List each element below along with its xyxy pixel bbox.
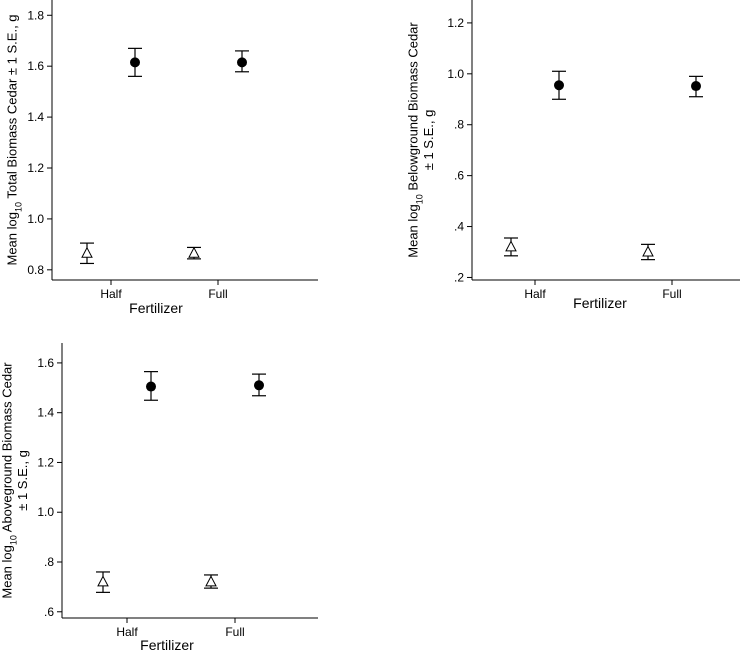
data-point-triangle xyxy=(97,575,109,587)
y-tick-label: 1.0 xyxy=(27,212,44,226)
y-axis-title: Mean log10 Belowground Biomass Cedar± 1 … xyxy=(405,22,436,258)
chart-panel-1: 0.8 1.0 1.2 1.4 1.6 1.8 Half Full Fertilizer Mean… xyxy=(5,0,318,316)
x-tick-label: Half xyxy=(116,625,138,639)
y-tick-label: 1.2 xyxy=(27,161,44,175)
data-point-triangle xyxy=(81,246,93,258)
x-tick-label: Half xyxy=(100,287,122,301)
x-tick-label: Full xyxy=(662,287,681,301)
x-tick-label: Half xyxy=(524,287,546,301)
data-point-circle xyxy=(130,57,140,68)
data-point-triangle xyxy=(642,245,654,257)
y-tick-label: 1.2 xyxy=(37,455,54,469)
y-tick-label: 1.6 xyxy=(37,356,54,370)
y-axis-title: Mean log10 Aboveground Biomass Cedar± 1 … xyxy=(0,362,30,599)
y-tick-label: 1.0 xyxy=(447,67,464,81)
y-tick-label: 1.2 xyxy=(447,16,464,30)
data-point-circle xyxy=(554,80,564,91)
data-point-triangle xyxy=(188,246,200,258)
chart-panel-2: .2 .4 .6 .8 1.0 1.2 Half Full Fertilizer Mean log… xyxy=(405,0,740,311)
data-point-circle xyxy=(691,81,701,92)
y-tick-label: .2 xyxy=(454,270,464,284)
y-tick-label: 1.8 xyxy=(27,8,44,22)
chart-panel-3: .6 .8 1.0 1.2 1.4 1.6 Half Full Fertilizer Mean l… xyxy=(0,343,318,652)
y-tick-label: .4 xyxy=(454,220,464,234)
x-axis-title: Fertilizer xyxy=(573,295,627,311)
y-tick-label: .6 xyxy=(44,605,54,619)
x-axis-title: Fertilizer xyxy=(129,300,183,316)
data-point-circle xyxy=(237,57,247,68)
x-tick-label: Full xyxy=(208,287,227,301)
y-tick-label: 1.6 xyxy=(27,59,44,73)
x-axis-title: Fertilizer xyxy=(140,637,194,652)
y-tick-label: .8 xyxy=(44,555,54,569)
data-point-circle xyxy=(254,380,264,391)
y-axis-title: Mean log10 Total Biomass Cedar ± 1 S.E.,… xyxy=(5,14,24,265)
y-tick-label: 1.4 xyxy=(37,406,54,420)
data-point-triangle xyxy=(205,575,217,587)
x-tick-label: Full xyxy=(225,625,244,639)
y-tick-label: .6 xyxy=(454,169,464,183)
y-tick-label: .8 xyxy=(454,118,464,132)
data-point-circle xyxy=(146,381,156,392)
data-point-triangle xyxy=(505,240,517,252)
y-tick-label: 1.0 xyxy=(37,505,54,519)
y-tick-label: 0.8 xyxy=(27,263,44,277)
y-tick-label: 1.4 xyxy=(27,110,44,124)
